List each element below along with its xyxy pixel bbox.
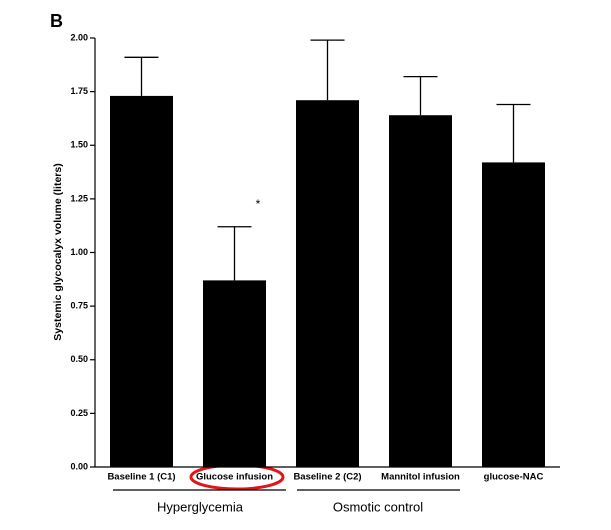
bar — [389, 115, 452, 467]
panel-label: B — [50, 11, 63, 31]
y-tick-label: 0.25 — [70, 408, 88, 418]
group-label: Osmotic control — [333, 499, 423, 514]
y-tick-label: 0.50 — [70, 354, 88, 364]
y-tick-label: 1.00 — [70, 247, 88, 257]
annotation: * — [256, 197, 261, 211]
y-axis-label: Systemic glycocalyx volume (liters) — [52, 163, 64, 340]
bar — [110, 95, 173, 467]
y-tick-label: 0.75 — [70, 301, 88, 311]
bar — [482, 162, 545, 467]
x-tick-label: Baseline 2 (C2) — [293, 472, 361, 483]
y-tick-label: 2.00 — [70, 32, 88, 42]
y-tick-label: 0.00 — [70, 461, 88, 471]
y-tick-label: 1.75 — [70, 86, 88, 96]
x-tick-label: Glucose infusion — [196, 472, 273, 483]
y-tick-label: 1.50 — [70, 140, 88, 150]
x-tick-label: glucose-NAC — [484, 472, 544, 483]
x-tick-label: Mannitol infusion — [381, 472, 460, 483]
x-tick-label: Baseline 1 (C1) — [107, 472, 175, 483]
bar — [296, 100, 359, 467]
y-tick-label: 1.25 — [70, 193, 88, 203]
group-label: Hyperglycemia — [157, 499, 244, 514]
bar — [203, 280, 266, 467]
